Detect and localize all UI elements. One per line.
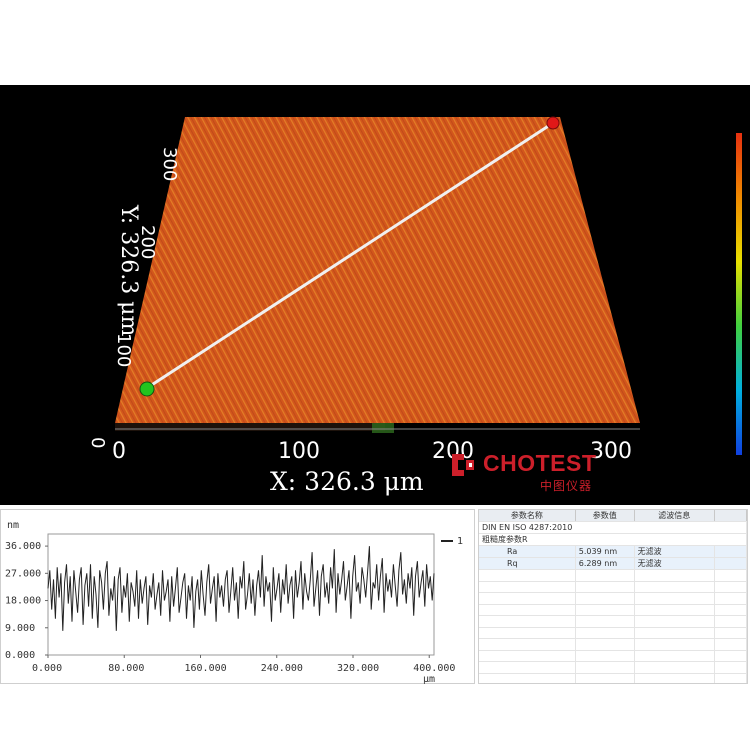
y-tick-label: 300 bbox=[159, 147, 180, 181]
profile-y-tick-label: 18.000 bbox=[5, 596, 41, 607]
profile-x-tick-label: 0.000 bbox=[32, 663, 62, 674]
profile-x-tick-label: 160.000 bbox=[184, 663, 226, 674]
chotest-logo: CHOTEST 中图仪器 bbox=[450, 450, 620, 495]
surface-plane bbox=[115, 117, 640, 423]
profile-chart-panel[interactable]: nm 1 0.000 9.000 18.000 27.000 36.000 0.000 8… bbox=[0, 509, 475, 685]
surface-bottom-green bbox=[372, 423, 394, 433]
table-row-group[interactable]: 粗糙度参数R bbox=[479, 533, 747, 546]
standard-label: DIN EN ISO 4287:2010 bbox=[479, 521, 747, 534]
col-header-value[interactable]: 参数值 bbox=[575, 510, 635, 522]
table-row-empty bbox=[479, 650, 747, 662]
x-tick-label: 100 bbox=[278, 439, 320, 464]
table-row[interactable]: Ra 5.039 nm 无滤波 bbox=[479, 545, 747, 558]
profile-y-tick-label: 0.000 bbox=[5, 650, 35, 661]
profile-series-line bbox=[47, 546, 435, 631]
table-row-empty bbox=[479, 673, 747, 683]
legend-label: 1 bbox=[457, 536, 463, 547]
profile-x-tick-label: 400.000 bbox=[413, 663, 455, 674]
profile-x-tick-label: 240.000 bbox=[261, 663, 303, 674]
x-axis-label: X: 326.3 μm bbox=[270, 467, 424, 496]
y-tick-label: 100 bbox=[113, 333, 134, 367]
table-row-standard[interactable]: DIN EN ISO 4287:2010 bbox=[479, 521, 747, 534]
param-name: Rq bbox=[479, 557, 576, 570]
table-row-empty bbox=[479, 592, 747, 605]
logo-brand-text: CHOTEST bbox=[483, 450, 597, 476]
table-row-empty bbox=[479, 638, 747, 651]
param-value: 5.039 nm bbox=[575, 545, 635, 558]
height-colorbar bbox=[736, 133, 742, 455]
surface-bottom-shadow bbox=[115, 423, 385, 431]
param-extra bbox=[714, 557, 747, 570]
table-row-empty bbox=[479, 569, 747, 582]
profile-start-marker[interactable] bbox=[139, 381, 155, 397]
profile-y-tick-label: 9.000 bbox=[5, 623, 35, 634]
table-row-empty bbox=[479, 627, 747, 639]
table-row-empty bbox=[479, 661, 747, 674]
y-axis-label: Y: 326.3 μm bbox=[116, 204, 141, 336]
table-row-empty bbox=[479, 581, 747, 593]
x-tick-label: 300 bbox=[590, 439, 632, 464]
parameter-table[interactable]: 参数名称 参数值 滤波信息 DIN EN ISO 4287:2010 粗糙度参数… bbox=[478, 509, 748, 684]
y-tick-label: 0 bbox=[87, 437, 108, 448]
profile-x-tick-label: 320.000 bbox=[337, 663, 379, 674]
chotest-logo-mark bbox=[452, 454, 474, 476]
col-header-filter[interactable]: 滤波信息 bbox=[634, 510, 715, 522]
x-unit-label: μm bbox=[423, 674, 435, 685]
y-unit-label: nm bbox=[7, 520, 19, 531]
param-extra bbox=[714, 545, 747, 558]
profile-end-marker[interactable] bbox=[546, 116, 560, 130]
profile-line[interactable] bbox=[146, 121, 554, 390]
group-label: 粗糙度参数R bbox=[479, 533, 747, 546]
3d-surface-viewer[interactable]: 0 100 200 300 X: 326.3 μm 0 100 200 300 … bbox=[0, 85, 750, 505]
profile-chart: nm 1 0.000 9.000 18.000 27.000 36.000 0.000 8… bbox=[5, 520, 463, 685]
profile-y-tick-label: 36.000 bbox=[5, 541, 41, 552]
logo-subtitle-text: 中图仪器 bbox=[540, 479, 593, 493]
profile-y-tick-label: 27.000 bbox=[5, 568, 41, 579]
param-value: 6.289 nm bbox=[575, 557, 635, 570]
param-filter: 无滤波 bbox=[634, 557, 715, 570]
x-tick-label: 0 bbox=[112, 439, 126, 464]
y-tick-label: 200 bbox=[137, 225, 158, 259]
param-name: Ra bbox=[479, 545, 576, 558]
param-filter: 无滤波 bbox=[634, 545, 715, 558]
table-row-empty bbox=[479, 604, 747, 616]
table-row[interactable]: Rq 6.289 nm 无滤波 bbox=[479, 557, 747, 570]
table-row-empty bbox=[479, 615, 747, 628]
col-header-name[interactable]: 参数名称 bbox=[479, 510, 576, 522]
profile-x-tick-label: 80.000 bbox=[108, 663, 144, 674]
col-header-extra[interactable] bbox=[714, 510, 747, 522]
plot-area bbox=[47, 533, 435, 656]
3d-surface-svg: 0 100 200 300 X: 326.3 μm 0 100 200 300 … bbox=[87, 116, 742, 496]
